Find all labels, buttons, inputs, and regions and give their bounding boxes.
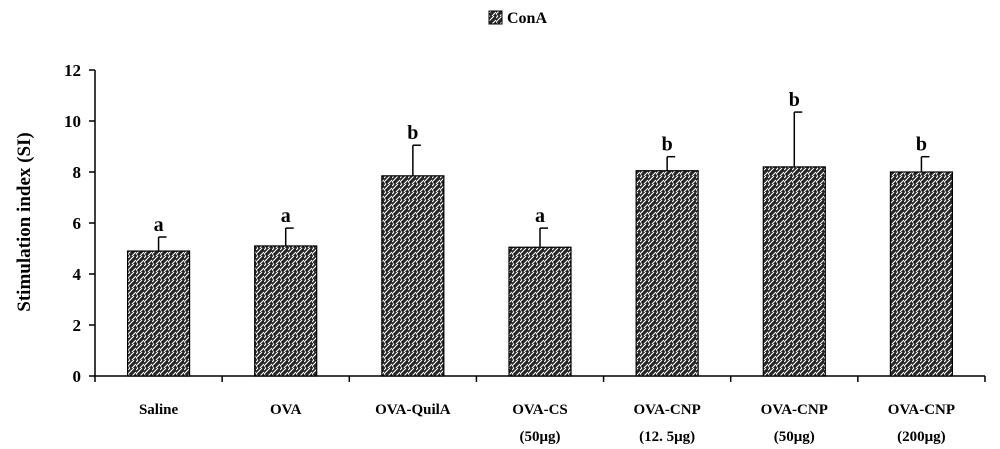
y-tick-label: 0: [73, 367, 82, 386]
legend: ConA: [488, 10, 547, 27]
x-tick-label: (12. 5μg): [639, 429, 695, 445]
bar: [635, 170, 699, 377]
y-tick-label: 10: [64, 112, 81, 131]
y-ticks: 0 2 4 6 8 10 12: [64, 61, 95, 386]
significance-letter: b: [789, 89, 800, 111]
significance-letter: a: [535, 205, 545, 227]
x-tick-label: OVA-QuilA: [375, 402, 451, 418]
y-tick-label: 6: [73, 214, 82, 233]
significance-letter: a: [154, 214, 164, 236]
y-tick-label: 12: [64, 61, 81, 80]
bar: [254, 245, 318, 377]
y-tick-label: 2: [73, 316, 82, 335]
x-tick-label: (200μg): [897, 429, 946, 445]
bar: [762, 166, 826, 377]
x-tick-label: OVA-CNP: [888, 402, 955, 418]
x-tick-labels: Saline OVA OVA-QuilA OVA-CS (50μg) OVA-CNP (12…: [139, 402, 955, 445]
legend-swatch: [488, 10, 503, 25]
x-tick-label: (50μg): [774, 429, 815, 445]
y-tick-label: 8: [73, 163, 82, 182]
x-tick-label: OVA-CNP: [761, 402, 828, 418]
significance-letter: b: [407, 122, 418, 144]
bar: [381, 175, 445, 377]
x-tick-label: OVA-CNP: [634, 402, 701, 418]
bar: [889, 171, 954, 377]
significance-letter: a: [281, 205, 291, 227]
x-tick-label: (50μg): [520, 429, 561, 445]
y-tick-label: 4: [73, 265, 82, 284]
legend-label: ConA: [507, 10, 547, 27]
bars: a a b a b b b: [126, 89, 954, 377]
significance-letter: b: [662, 134, 673, 156]
x-tick-label: Saline: [139, 402, 179, 418]
x-tick-label: OVA: [270, 402, 302, 418]
y-axis-title: Stimulation index (SI): [14, 132, 35, 311]
significance-letter: b: [916, 134, 927, 156]
x-tick-label: OVA-CS: [512, 402, 568, 418]
bar: [508, 246, 572, 377]
bar: [126, 250, 191, 377]
